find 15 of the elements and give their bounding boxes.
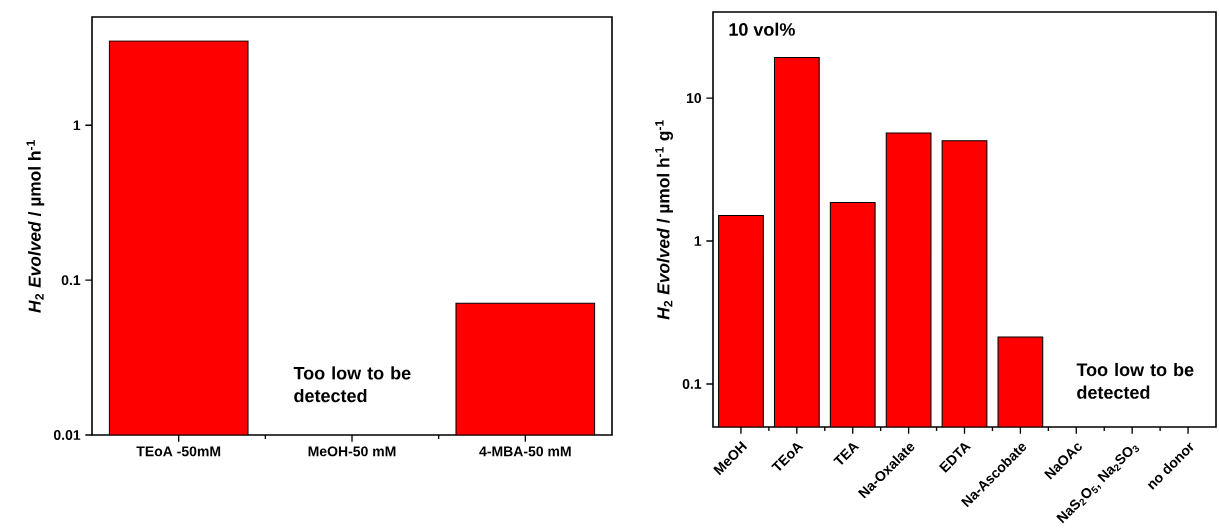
y-axis-title: H$_{2}$ Evolved / µmol h$^{-1}$: [26, 140, 45, 313]
annotation: Too low to be detected: [1076, 363, 1194, 399]
annotation: 10 vol%: [729, 22, 795, 36]
y-tick-label: 0.01: [53, 430, 81, 441]
annotation: Too low to be detected: [293, 366, 411, 403]
y-axis-title: H$_{2}$ Evolved / µmol h$^{-1}$ g$^{-1}$: [655, 120, 674, 320]
y-tick-label: 1: [73, 120, 81, 131]
y-tick-label: 0.1: [682, 379, 702, 389]
x-tick-label: TEA: [833, 443, 860, 465]
x-tick-label: TEoA -50mM: [136, 446, 221, 457]
x-tick-label: 4-MBA-50 mM: [479, 446, 571, 457]
y-tick-label: 10: [686, 93, 702, 104]
x-tick-label: MeOH-50 mM: [308, 446, 396, 457]
y-tick-label: 1: [694, 236, 702, 246]
y-tick-label: 0.1: [61, 275, 81, 286]
